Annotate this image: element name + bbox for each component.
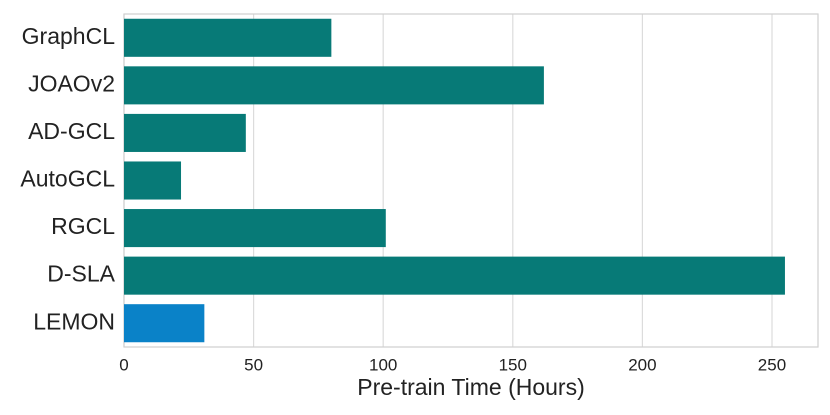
x-tick-label: 0 bbox=[119, 355, 128, 374]
x-tick-label: 250 bbox=[758, 355, 786, 374]
x-tick-label: 200 bbox=[628, 355, 656, 374]
y-tick-label: D-SLA bbox=[47, 261, 115, 287]
x-tick-label: 100 bbox=[369, 355, 397, 374]
y-tick-label: AutoGCL bbox=[20, 166, 115, 192]
bar bbox=[124, 161, 182, 200]
bar bbox=[124, 66, 544, 105]
bar bbox=[124, 209, 386, 248]
x-tick-label: 50 bbox=[244, 355, 263, 374]
y-tick-label: AD-GCL bbox=[28, 118, 115, 144]
bar bbox=[124, 18, 332, 57]
bar bbox=[124, 113, 246, 152]
y-tick-label: JOAOv2 bbox=[28, 70, 115, 96]
bar bbox=[124, 304, 205, 343]
y-tick-label: GraphCL bbox=[22, 23, 116, 49]
y-tick-label: LEMON bbox=[33, 308, 115, 334]
plot-frame bbox=[123, 13, 819, 348]
y-tick-label: RGCL bbox=[51, 213, 115, 239]
bar bbox=[124, 256, 785, 295]
x-tick-label: 150 bbox=[499, 355, 527, 374]
x-axis-label: Pre-train Time (Hours) bbox=[357, 374, 584, 400]
